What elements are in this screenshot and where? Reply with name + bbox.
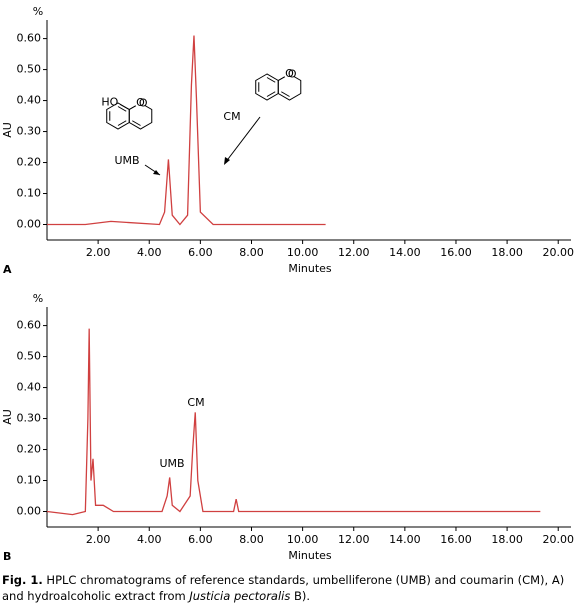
- figure: UMB CM UMB CM HO OOOO%AUMinutesA0.000.100…: [1, 5, 574, 563]
- x-tick-label: 14.00: [389, 533, 421, 546]
- x-axis-label: Minutes: [288, 549, 332, 562]
- annotation: CM: [187, 396, 204, 409]
- x-tick-label: 4.00: [137, 246, 162, 259]
- caption-species: Justicia pectoralis: [189, 589, 291, 603]
- x-tick-label: 4.00: [137, 533, 162, 546]
- x-axis-label: Minutes: [288, 262, 332, 275]
- y-unit: %: [33, 292, 43, 305]
- x-tick-label: 12.00: [338, 533, 370, 546]
- y-tick-label: 0.10: [17, 187, 42, 200]
- y-axis-label: AU: [1, 122, 14, 138]
- atom-label: O: [285, 67, 294, 80]
- arrow: [224, 116, 261, 164]
- y-axis-label: AU: [1, 409, 14, 425]
- bond: [266, 77, 276, 83]
- bond: [117, 120, 127, 126]
- x-tick-label: 2.00: [86, 533, 111, 546]
- x-tick-label: 6.00: [188, 246, 213, 259]
- x-tick-label: 18.00: [491, 246, 523, 259]
- y-tick-label: 0.30: [17, 125, 42, 138]
- x-tick-label: 10.00: [287, 533, 319, 546]
- y-tick-label: 0.60: [17, 319, 42, 332]
- annotation: UMB: [114, 154, 139, 167]
- y-unit: %: [33, 5, 43, 18]
- y-tick-label: 0.60: [17, 32, 42, 45]
- y-tick-label: 0.50: [17, 350, 42, 363]
- y-tick-label: 0.00: [17, 505, 42, 518]
- arrowhead: [224, 157, 230, 165]
- x-tick-label: 8.00: [239, 533, 264, 546]
- bond: [281, 91, 290, 97]
- y-tick-label: 0.40: [17, 381, 42, 394]
- atom-label: O: [136, 96, 145, 109]
- y-tick-label: 0.40: [17, 94, 42, 107]
- y-tick-label: 0.00: [17, 218, 42, 231]
- x-tick-label: 2.00: [86, 246, 111, 259]
- bond: [132, 120, 141, 126]
- atom-label: O: [288, 68, 297, 81]
- bond: [266, 91, 276, 97]
- x-tick-label: 16.00: [440, 533, 472, 546]
- trace: [46, 328, 541, 516]
- panel-label: A: [3, 263, 12, 276]
- caption-label: Fig. 1.: [2, 573, 43, 587]
- x-tick-label: 10.00: [287, 246, 319, 259]
- arrowhead: [153, 170, 160, 175]
- x-tick-label: 20.00: [542, 246, 574, 259]
- annotation: CM: [223, 110, 240, 123]
- caption-end: B).: [290, 589, 311, 603]
- panel-label: B: [3, 550, 11, 563]
- trace: [47, 35, 326, 226]
- atom-label: O: [139, 97, 148, 110]
- x-tick-label: 12.00: [338, 246, 370, 259]
- y-tick-label: 0.20: [17, 443, 42, 456]
- caption-text: HPLC chromatograms of reference standard…: [2, 573, 565, 603]
- y-tick-label: 0.10: [17, 474, 42, 487]
- bond: [278, 76, 286, 81]
- y-tick-label: 0.30: [17, 412, 42, 425]
- x-tick-label: 6.00: [188, 533, 213, 546]
- x-tick-label: 16.00: [440, 246, 472, 259]
- bond: [117, 106, 127, 112]
- annotation: UMB: [159, 457, 184, 470]
- x-tick-label: 8.00: [239, 246, 264, 259]
- x-tick-label: 20.00: [542, 533, 574, 546]
- x-tick-label: 18.00: [491, 533, 523, 546]
- caption: Fig. 1. HPLC chromatograms of reference …: [2, 572, 578, 604]
- bond: [129, 105, 137, 110]
- y-tick-label: 0.50: [17, 63, 42, 76]
- x-tick-label: 14.00: [389, 246, 421, 259]
- atom-label: HO: [101, 96, 118, 109]
- y-tick-label: 0.20: [17, 156, 42, 169]
- bond: [120, 104, 130, 110]
